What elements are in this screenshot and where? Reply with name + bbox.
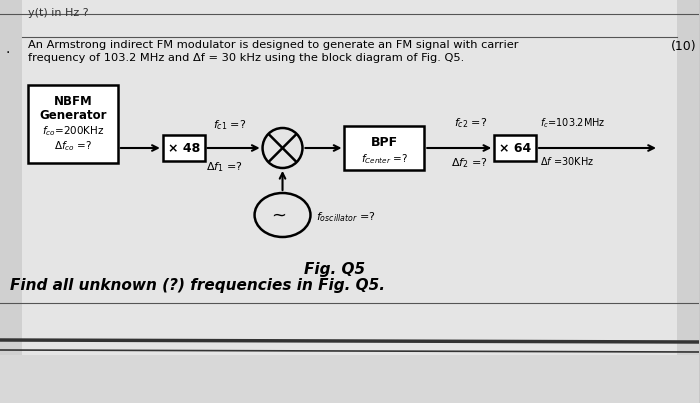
Text: $\Delta f$ =30KHz: $\Delta f$ =30KHz (540, 155, 594, 167)
Text: $f_{c1}$ =?: $f_{c1}$ =? (213, 118, 246, 132)
Text: $\Delta f_{co}$ =?: $\Delta f_{co}$ =? (54, 139, 92, 153)
Text: ~: ~ (271, 207, 286, 225)
Text: $f_c$=103.2MHz: $f_c$=103.2MHz (540, 116, 606, 130)
Text: Fig. Q5: Fig. Q5 (304, 262, 365, 277)
Bar (0, 355, 699, 403)
Text: An Armstrong indirect FM modulator is designed to generate an FM signal with car: An Armstrong indirect FM modulator is de… (28, 40, 519, 50)
Text: × 64: × 64 (499, 141, 531, 154)
Bar (494, 135, 536, 161)
Text: $f_{c2}$ =?: $f_{c2}$ =? (454, 116, 488, 130)
Text: $\Delta f_2$ =?: $\Delta f_2$ =? (452, 156, 488, 170)
Text: $\Delta f_1$ =?: $\Delta f_1$ =? (206, 160, 243, 174)
Text: $f_{oscillator}$ =?: $f_{oscillator}$ =? (316, 210, 376, 224)
Text: × 48: × 48 (167, 141, 199, 154)
Text: frequency of 103.2 MHz and Δf = 30 kHz using the block diagram of Fig. Q5.: frequency of 103.2 MHz and Δf = 30 kHz u… (28, 53, 464, 63)
Bar (162, 135, 204, 161)
Text: Find all unknown (?) frequencies in Fig. Q5.: Find all unknown (?) frequencies in Fig.… (10, 278, 385, 293)
Text: (10): (10) (671, 40, 696, 53)
Text: Generator: Generator (39, 109, 106, 122)
Bar (344, 126, 424, 170)
Text: BPF: BPF (371, 136, 398, 149)
Text: $f_{co}$=200KHz: $f_{co}$=200KHz (41, 124, 104, 138)
Bar (28, 85, 118, 163)
Text: NBFM: NBFM (53, 95, 92, 108)
Bar (0, 0, 22, 403)
Text: $f_{Center}$ =?: $f_{Center}$ =? (360, 152, 408, 166)
Text: .: . (6, 42, 10, 56)
Text: y(t) in Hz ?: y(t) in Hz ? (28, 8, 89, 18)
Bar (677, 0, 699, 403)
